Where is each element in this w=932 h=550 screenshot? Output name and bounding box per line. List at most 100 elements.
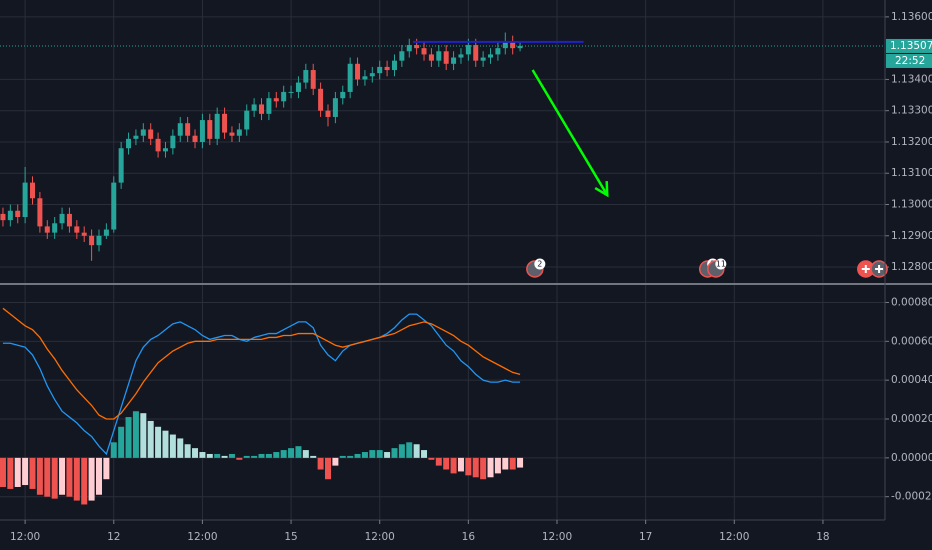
candle-body	[281, 91, 287, 102]
y-tick-label: 0.00020	[891, 413, 932, 425]
macd-line	[2, 313, 521, 456]
histogram-bar	[494, 457, 501, 474]
histogram-bar	[73, 457, 80, 501]
candle-body	[214, 113, 220, 139]
candle-body	[177, 123, 183, 136]
histogram-bar	[184, 444, 191, 458]
candle-body	[266, 98, 272, 114]
candle-body	[89, 235, 95, 246]
candle-body	[288, 91, 294, 93]
candle-body	[406, 45, 412, 52]
candle-body	[185, 123, 191, 136]
candle-body	[244, 110, 250, 130]
x-tick-label: 15	[284, 531, 297, 543]
countdown: 22:52	[895, 55, 925, 67]
histogram-bar	[29, 457, 36, 489]
histogram-bar	[206, 453, 213, 458]
macd-line	[2, 307, 521, 420]
histogram-bar	[14, 457, 21, 487]
histogram-bar	[81, 457, 88, 505]
histogram-bar	[517, 457, 524, 468]
candle-body	[52, 223, 58, 233]
histogram-bar	[199, 452, 206, 458]
histogram-bar	[236, 457, 243, 460]
histogram-bar	[310, 455, 317, 458]
y-tick-label: 1.13400	[891, 73, 932, 85]
y-tick-label: 1.13000	[891, 199, 932, 211]
x-tick-label: 12:00	[542, 531, 572, 543]
candle-body	[458, 54, 464, 58]
y-tick-label: 1.13600	[891, 11, 932, 23]
candle-body	[148, 129, 154, 139]
candle-body	[325, 110, 331, 117]
histogram-bar	[192, 448, 199, 458]
candle-body	[480, 57, 486, 61]
x-tick-label: 18	[816, 531, 829, 543]
histogram-bar	[95, 457, 102, 495]
histogram-bar	[317, 457, 324, 470]
candle-body	[133, 135, 139, 139]
histogram-bar	[273, 452, 280, 458]
candle-body	[15, 210, 21, 218]
candle-body	[236, 129, 242, 136]
histogram-bar	[66, 457, 73, 497]
histogram-bar	[450, 457, 457, 474]
histogram-bar	[391, 448, 398, 458]
event-plus	[861, 265, 870, 273]
histogram-bar	[302, 450, 309, 458]
candle-body	[74, 226, 80, 233]
candle-body	[502, 41, 508, 49]
histogram-bar	[324, 457, 331, 480]
histogram-bar	[258, 453, 265, 458]
x-tick-label: 12:00	[365, 531, 395, 543]
histogram-bar	[487, 457, 494, 478]
x-tick-label: 16	[462, 531, 476, 543]
candle-body	[295, 82, 301, 92]
candle-body	[414, 45, 420, 49]
candle-body	[37, 198, 43, 227]
histogram-bar	[132, 411, 139, 458]
histogram-bar	[369, 450, 376, 458]
candle-body	[347, 63, 353, 92]
histogram-bar	[480, 457, 487, 480]
candle-body	[207, 120, 213, 139]
histogram-bar	[347, 455, 354, 458]
grid: 1.13600 1.13400 1.13300 1.13200 1.13100 1.130…	[0, 0, 932, 520]
histogram-bar	[376, 450, 383, 458]
histogram-bar	[288, 448, 295, 458]
histogram-bar	[214, 453, 221, 458]
candle-body	[451, 57, 457, 64]
histogram-bar	[243, 455, 250, 458]
candle-body	[66, 213, 72, 227]
x-tick-label: 12:00	[719, 531, 749, 543]
histogram-bar	[88, 457, 95, 501]
candle-body	[126, 138, 132, 149]
histogram-bar	[147, 420, 154, 458]
y-tick-label: 1.12900	[891, 230, 932, 242]
y-tick-label: 1.13100	[891, 167, 932, 179]
candle-body	[170, 135, 176, 149]
histogram-bar	[435, 457, 442, 466]
histogram-bar	[162, 430, 169, 458]
histogram-bar	[265, 453, 272, 458]
candle-body	[310, 70, 316, 89]
histogram-bar	[384, 452, 391, 458]
histogram-bar	[118, 426, 125, 458]
histogram-bar	[110, 442, 117, 458]
histogram-bar	[140, 413, 147, 458]
histogram-bar	[177, 438, 184, 458]
y-tick-label: 0.00000	[891, 452, 932, 464]
arrow-shaft	[531, 69, 609, 196]
candle-body	[251, 104, 257, 111]
histogram-bar	[361, 452, 368, 458]
candle-body	[59, 213, 65, 224]
histogram-bar	[502, 457, 509, 470]
candle-body	[355, 63, 361, 80]
candle-body	[155, 138, 161, 152]
histogram-bar	[103, 457, 110, 480]
histogram-bar	[228, 453, 235, 458]
candle-body	[510, 41, 516, 49]
candle-body	[340, 91, 346, 99]
candle-body	[118, 148, 124, 183]
